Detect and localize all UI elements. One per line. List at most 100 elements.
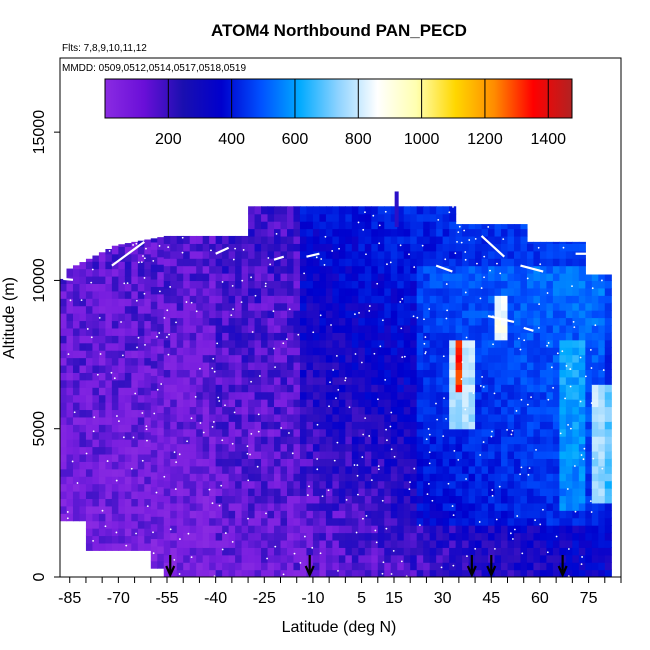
heatmap-cell xyxy=(163,376,171,385)
heatmap-cell xyxy=(351,465,359,474)
heatmap-cell xyxy=(105,505,113,514)
sample-dot xyxy=(435,402,437,405)
heatmap-cell xyxy=(345,235,353,244)
heatmap-cell xyxy=(358,547,366,556)
heatmap-cell xyxy=(170,517,178,526)
heatmap-cell xyxy=(209,347,217,356)
heatmap-cell xyxy=(261,421,269,430)
heatmap-cell xyxy=(345,295,353,304)
heatmap-cell xyxy=(72,268,81,277)
heatmap-cell xyxy=(552,406,560,415)
sample-dot xyxy=(601,279,603,282)
heatmap-cell xyxy=(468,428,476,437)
heatmap-cell xyxy=(306,413,314,422)
heatmap-cell xyxy=(351,517,359,526)
heatmap-cell xyxy=(436,324,444,333)
heatmap-cell xyxy=(377,361,385,370)
heatmap-cell xyxy=(176,406,184,415)
heatmap-cell xyxy=(598,502,606,511)
heatmap-cell xyxy=(293,228,301,237)
heatmap-cell xyxy=(176,354,184,363)
heatmap-cell xyxy=(196,406,204,415)
heatmap-cell xyxy=(137,439,145,448)
heatmap-cell xyxy=(332,295,340,304)
heatmap-cell xyxy=(325,532,333,541)
heatmap-cell xyxy=(254,339,262,348)
heatmap-cell xyxy=(92,498,100,507)
heatmap-cell xyxy=(176,250,184,259)
heatmap-cell xyxy=(351,413,359,422)
heatmap-cell xyxy=(455,495,463,504)
heatmap-cell xyxy=(397,391,405,400)
heatmap-cell xyxy=(241,554,249,563)
heatmap-cell xyxy=(442,235,450,244)
heatmap-cell xyxy=(306,421,314,430)
heatmap-cell xyxy=(79,424,87,433)
heatmap-cell xyxy=(384,465,392,474)
heatmap-cell xyxy=(429,480,437,489)
heatmap-cell xyxy=(377,310,385,319)
heatmap-cell xyxy=(85,387,94,396)
heatmap-cell xyxy=(293,354,301,363)
heatmap-cell xyxy=(137,498,145,507)
heatmap-cell xyxy=(481,473,489,482)
heatmap-cell xyxy=(332,569,340,577)
heatmap-cell xyxy=(481,250,489,259)
heatmap-cell xyxy=(202,510,210,519)
heatmap-cell xyxy=(384,265,392,274)
heatmap-cell xyxy=(79,379,87,388)
heatmap-cell xyxy=(442,517,450,526)
heatmap-cell xyxy=(442,324,450,333)
heatmap-cell xyxy=(306,525,314,534)
heatmap-cell xyxy=(488,450,496,459)
heatmap-cell xyxy=(468,465,476,474)
heatmap-cell xyxy=(66,372,74,381)
heatmap-cell xyxy=(358,302,366,311)
sample-dot xyxy=(194,395,197,398)
heatmap-cell xyxy=(228,502,236,511)
heatmap-cell xyxy=(299,302,308,311)
heatmap-cell xyxy=(591,317,599,326)
heatmap-cell xyxy=(552,525,560,534)
heatmap-cell xyxy=(241,302,249,311)
heatmap-cell xyxy=(565,502,573,511)
heatmap-cell xyxy=(410,324,418,333)
heatmap-cell xyxy=(196,458,204,467)
heatmap-cell xyxy=(559,361,567,370)
heatmap-cell xyxy=(488,347,496,356)
heatmap-cell xyxy=(332,502,340,511)
heatmap-cell xyxy=(397,480,405,489)
heatmap-cell xyxy=(338,228,346,237)
heatmap-cell xyxy=(319,532,327,541)
heatmap-cell xyxy=(312,243,321,252)
heatmap-cell xyxy=(118,335,126,344)
heatmap-cell xyxy=(591,332,599,341)
heatmap-cell xyxy=(267,273,275,282)
heatmap-cell xyxy=(390,265,398,274)
heatmap-cell xyxy=(578,241,586,244)
heatmap-cell xyxy=(189,310,197,319)
heatmap-cell xyxy=(507,399,515,408)
sample-dot xyxy=(232,308,234,311)
heatmap-cell xyxy=(507,265,515,274)
heatmap-cell xyxy=(137,275,145,284)
heatmap-cell xyxy=(299,369,308,378)
heatmap-cell xyxy=(85,439,94,448)
heatmap-cell xyxy=(274,413,282,422)
flight-track-segment xyxy=(273,255,285,261)
heatmap-cell xyxy=(306,302,314,311)
heatmap-cell xyxy=(488,361,496,370)
heatmap-cell xyxy=(442,332,450,341)
heatmap-cell xyxy=(494,488,502,497)
heatmap-cell xyxy=(520,376,528,385)
heatmap-cell xyxy=(520,369,528,378)
sample-dot xyxy=(491,494,494,497)
heatmap-cell xyxy=(455,347,463,356)
heatmap-cell xyxy=(176,436,184,445)
heatmap-cell xyxy=(111,490,119,500)
heatmap-cell xyxy=(286,458,295,467)
heatmap-cell xyxy=(520,547,528,556)
heatmap-cell xyxy=(371,265,379,274)
heatmap-cell xyxy=(274,458,282,467)
heatmap-cell xyxy=(124,542,132,551)
